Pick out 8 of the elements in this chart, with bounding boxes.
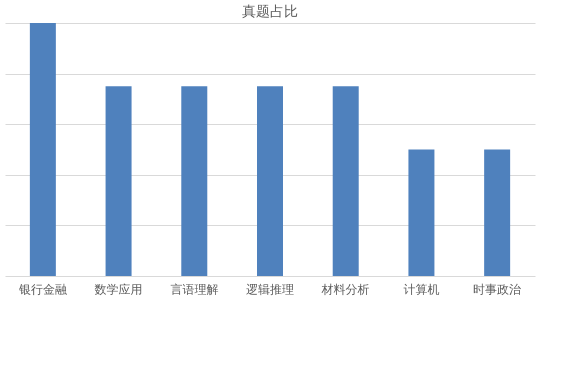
x-tick-label: 银行金融 xyxy=(18,282,67,296)
x-tick-label: 数学应用 xyxy=(94,282,143,296)
x-tick-label: 逻辑推理 xyxy=(246,282,294,296)
x-tick-label: 计算机 xyxy=(403,282,440,296)
x-tick-label: 材料分析 xyxy=(320,282,370,296)
x-tick-label: 言语理解 xyxy=(170,282,218,296)
x-tick-label: 时事政治 xyxy=(473,282,522,296)
chart-title: 真题占比 xyxy=(242,4,298,20)
